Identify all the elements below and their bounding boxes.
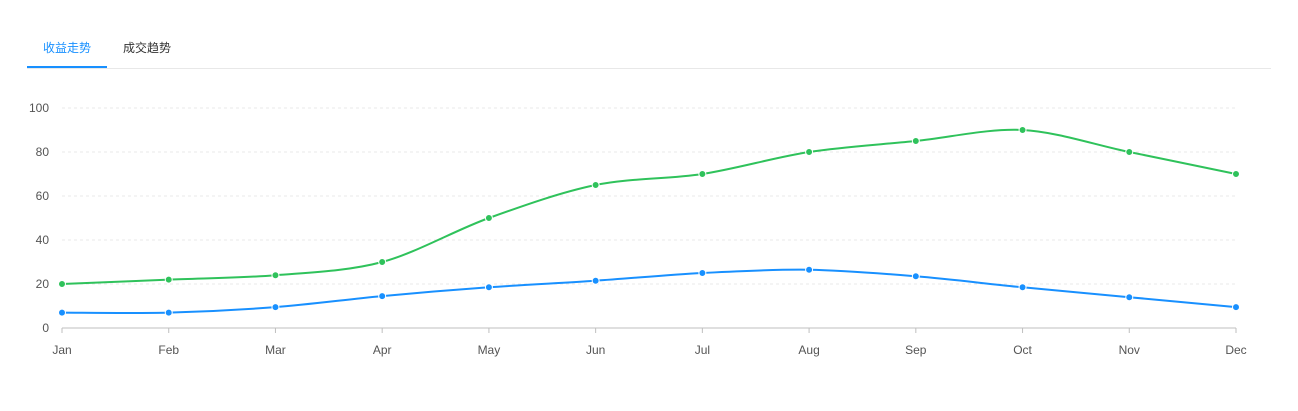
x-tick-label: Sep — [905, 343, 927, 357]
y-tick-label: 40 — [36, 233, 50, 247]
y-tick-label: 80 — [36, 145, 50, 159]
series-line-1 — [61, 268, 1237, 314]
x-axis-labels: Jan Feb Mar Apr May Jun Jul Aug Sep Oct Nov Dec — [52, 343, 1246, 357]
x-tick-label: Nov — [1119, 343, 1140, 357]
y-tick-label: 60 — [36, 189, 50, 203]
y-axis: 0 20 40 60 80 100 — [29, 101, 49, 335]
data-point[interactable] — [591, 276, 600, 285]
tab-revenue-trend[interactable]: 收益走势 — [27, 28, 107, 68]
x-tick-label: Apr — [373, 343, 392, 357]
data-point[interactable] — [164, 308, 173, 317]
data-point[interactable] — [805, 148, 814, 156]
x-tick-label: May — [478, 343, 501, 357]
data-point[interactable] — [698, 269, 707, 277]
data-point[interactable] — [1232, 303, 1240, 312]
data-point[interactable] — [1018, 283, 1027, 292]
grid-lines — [62, 107, 1236, 285]
x-tick-label: Aug — [798, 343, 819, 357]
y-tick-label: 0 — [42, 321, 49, 335]
data-point[interactable] — [698, 170, 707, 178]
x-tick-label: Jun — [586, 343, 605, 357]
data-point[interactable] — [378, 258, 387, 266]
data-point[interactable] — [164, 275, 173, 284]
series-lines — [58, 126, 1240, 317]
data-point[interactable] — [271, 271, 280, 280]
data-point[interactable] — [1125, 148, 1134, 156]
x-tick-label: Mar — [265, 343, 286, 357]
data-point[interactable] — [1125, 293, 1134, 302]
data-point[interactable] — [271, 303, 280, 312]
data-point[interactable] — [58, 280, 66, 288]
x-axis — [61, 327, 1237, 333]
y-tick-label: 20 — [36, 277, 50, 291]
data-point[interactable] — [911, 137, 920, 145]
x-tick-label: Oct — [1013, 343, 1032, 357]
tab-transaction-trend[interactable]: 成交趋势 — [122, 41, 171, 55]
data-point[interactable] — [58, 308, 66, 317]
series-line-0 — [61, 128, 1237, 285]
data-point[interactable] — [484, 214, 493, 222]
data-point[interactable] — [911, 272, 920, 281]
x-tick-label: Jan — [52, 343, 71, 357]
data-point[interactable] — [484, 283, 493, 292]
tab-bar: 收益走势 成交趋势 — [27, 28, 1271, 69]
data-point[interactable] — [1232, 170, 1240, 178]
data-point[interactable] — [591, 181, 600, 189]
y-tick-label: 100 — [29, 101, 49, 115]
data-point[interactable] — [378, 292, 387, 301]
data-point[interactable] — [1018, 126, 1027, 134]
x-tick-label: Feb — [158, 343, 179, 357]
x-tick-label: Dec — [1225, 343, 1246, 357]
x-tick-label: Jul — [695, 343, 710, 357]
data-point[interactable] — [805, 265, 814, 274]
